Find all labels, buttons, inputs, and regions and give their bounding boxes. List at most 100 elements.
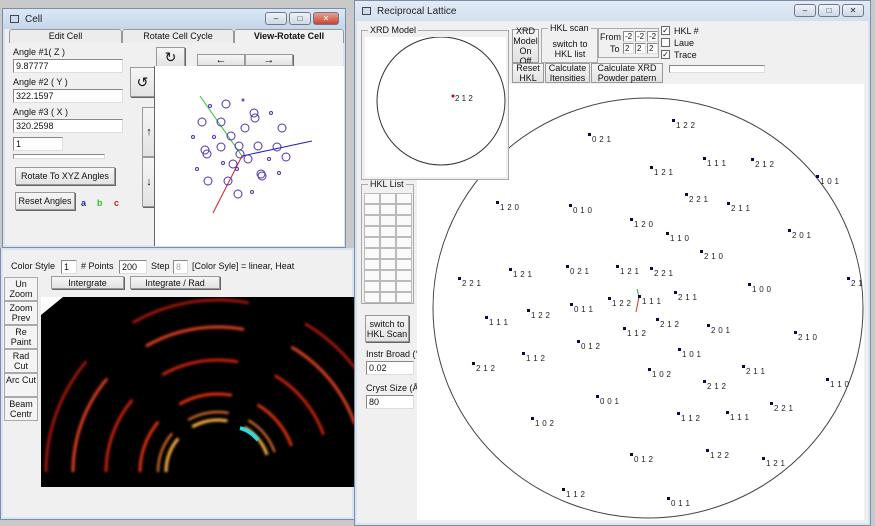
hkl-list-cell[interactable]: [364, 270, 380, 281]
switch-hkl-scan-button[interactable]: switch to HKL Scan: [365, 315, 409, 342]
reflection-dot[interactable]: [685, 193, 688, 196]
tab-rotate-cell-cycle[interactable]: Rotate Cell Cycle: [122, 29, 234, 43]
hkl-list-cell[interactable]: [380, 193, 396, 204]
step-input[interactable]: 1: [13, 137, 63, 151]
angle3-input[interactable]: 320.2598: [13, 119, 123, 133]
step-input[interactable]: 8: [173, 260, 188, 274]
rotate-cw-icon[interactable]: ↻: [156, 47, 185, 67]
xrd-onoff-button[interactable]: XRD Model On Off: [512, 26, 539, 66]
reflection-dot[interactable]: [566, 265, 569, 268]
hkl-list-cell[interactable]: [396, 270, 412, 281]
reflection-dot[interactable]: [678, 348, 681, 351]
hkl-list-cell[interactable]: [364, 226, 380, 237]
reflection-dot[interactable]: [472, 362, 475, 365]
reflection-dot[interactable]: [674, 291, 677, 294]
reflection-dot[interactable]: [531, 417, 534, 420]
reflection-dot[interactable]: [570, 303, 573, 306]
right-arrow-icon[interactable]: →: [245, 54, 293, 66]
hkl-list-cell[interactable]: [380, 226, 396, 237]
hkl-list-cell[interactable]: [380, 259, 396, 270]
reflection-dot[interactable]: [630, 453, 633, 456]
hkl-list-cell[interactable]: [380, 237, 396, 248]
points-input[interactable]: 200: [119, 260, 147, 274]
reflection-dot[interactable]: [630, 218, 633, 221]
hkl-checkbox[interactable]: ✓: [661, 26, 670, 35]
reflection-dot[interactable]: [522, 352, 525, 355]
angle2-input[interactable]: 322.1597: [13, 89, 123, 103]
hkl-list-cell[interactable]: [380, 281, 396, 292]
reflection-dot[interactable]: [616, 265, 619, 268]
hkl-list-cell[interactable]: [396, 281, 412, 292]
hkl-list-cell[interactable]: [396, 259, 412, 270]
selection-arc[interactable]: [239, 426, 260, 442]
close-button[interactable]: ✕: [313, 12, 339, 25]
reflection-dot[interactable]: [623, 327, 626, 330]
hkl-list-cell[interactable]: [396, 237, 412, 248]
side-button-rad-cut[interactable]: Rad Cut: [4, 349, 38, 373]
calc-powder-button[interactable]: Calculate XRD Powder patern: [591, 63, 663, 83]
hkl-list-cell[interactable]: [396, 248, 412, 259]
from-h-input[interactable]: -2: [623, 31, 634, 42]
reflection-dot[interactable]: [703, 157, 706, 160]
side-button-un-zoom[interactable]: Un Zoom: [4, 277, 38, 301]
reflection-dot[interactable]: [742, 365, 745, 368]
reset-hkl-button[interactable]: Reset HKL: [512, 63, 544, 83]
reflection-dot[interactable]: [485, 316, 488, 319]
reflection-dot[interactable]: [677, 412, 680, 415]
hkl-list-cell[interactable]: [396, 193, 412, 204]
diffraction-image[interactable]: [41, 297, 355, 487]
reflection-dot[interactable]: [577, 340, 580, 343]
reflection-dot[interactable]: [648, 368, 651, 371]
reflection-dot[interactable]: [608, 297, 611, 300]
hkl-list-cell[interactable]: [364, 248, 380, 259]
reflection-dot[interactable]: [751, 158, 754, 161]
side-button-zoom-prev[interactable]: Zoom Prev: [4, 301, 38, 325]
rotate-to-xyz-button[interactable]: Rotate To XYZ Angles: [15, 167, 115, 185]
side-button-re-paint[interactable]: Re Paint: [4, 325, 38, 349]
reflection-dot[interactable]: [788, 229, 791, 232]
reflection-dot[interactable]: [588, 133, 591, 136]
reflection-dot[interactable]: [794, 331, 797, 334]
reflection-dot[interactable]: [762, 457, 765, 460]
hkl-list-cell[interactable]: [364, 259, 380, 270]
side-button-beam-centr[interactable]: Beam Centr: [4, 397, 38, 421]
reflection-dot[interactable]: [726, 411, 729, 414]
hkl-list-cell[interactable]: [364, 204, 380, 215]
reflection-dot[interactable]: [458, 277, 461, 280]
angle1-input[interactable]: 9.87777: [13, 59, 123, 73]
reflection-dot[interactable]: [596, 395, 599, 398]
reflection-dot[interactable]: [509, 268, 512, 271]
reflection-dot[interactable]: [706, 449, 709, 452]
reflection-dot[interactable]: [650, 267, 653, 270]
hkl-list-cell[interactable]: [380, 292, 396, 303]
reflection-dot[interactable]: [770, 402, 773, 405]
maximize-button[interactable]: □: [289, 12, 311, 25]
reset-angles-button[interactable]: Reset Angles: [15, 192, 75, 210]
hkl-list-cell[interactable]: [380, 248, 396, 259]
cell-3d-view[interactable]: [154, 66, 344, 246]
hkl-list-cell[interactable]: [364, 281, 380, 292]
reflection-dot[interactable]: [650, 166, 653, 169]
reflection-dot[interactable]: [656, 318, 659, 321]
hkl-list-cell[interactable]: [396, 204, 412, 215]
integrate-button[interactable]: Intergrate: [51, 276, 124, 289]
hkl-list-cell[interactable]: [364, 193, 380, 204]
calc-intensities-button[interactable]: Calculate Itensities: [545, 63, 590, 83]
reflection-dot[interactable]: [527, 309, 530, 312]
reflection-dot[interactable]: [569, 204, 572, 207]
hkl-list-cell[interactable]: [380, 215, 396, 226]
reflection-dot[interactable]: [562, 488, 565, 491]
trace-checkbox[interactable]: ✓: [661, 50, 670, 59]
xrd-model-view[interactable]: 2 1 2: [365, 37, 506, 177]
minimize-button[interactable]: ‒: [265, 12, 287, 25]
from-k-input[interactable]: -2: [635, 31, 646, 42]
reflection-dot[interactable]: [707, 324, 710, 327]
cryst-size-input[interactable]: 80: [366, 395, 414, 409]
cell-title-bar[interactable]: Cell ‒ □ ✕: [3, 9, 345, 29]
color-style-input[interactable]: 1: [61, 260, 77, 274]
side-button-arc-cut[interactable]: Arc Cut: [4, 373, 38, 397]
minimize-button[interactable]: ‒: [794, 4, 816, 17]
reflection-dot[interactable]: [847, 277, 850, 280]
hkl-list-cell[interactable]: [380, 204, 396, 215]
reflection-dot[interactable]: [672, 119, 675, 122]
